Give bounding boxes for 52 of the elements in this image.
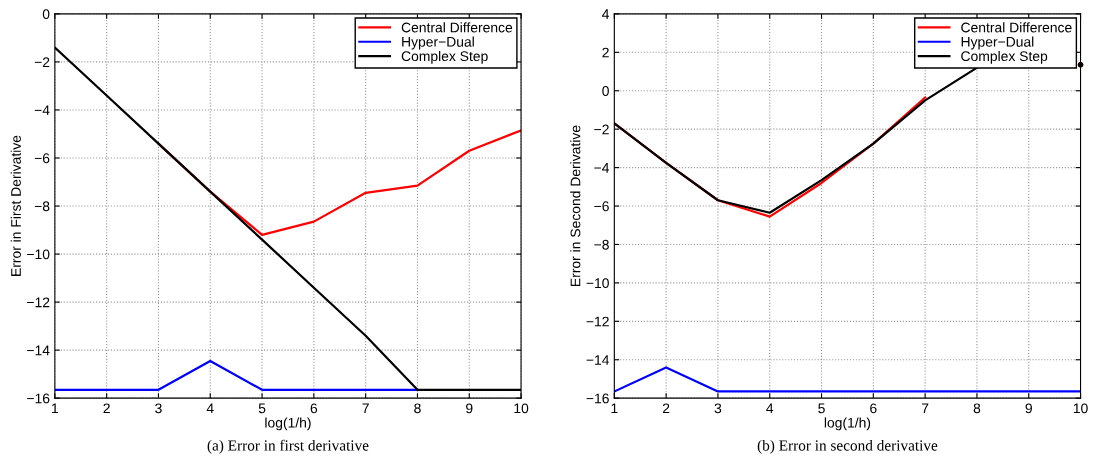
y-tick-label: −8 xyxy=(34,201,50,212)
x-tick-label: 2 xyxy=(662,403,670,414)
y-tick-label: −6 xyxy=(594,201,609,212)
y-tick-label: −10 xyxy=(586,278,609,289)
legend-label: Hyper−Dual xyxy=(402,36,474,50)
y-tick-label: −14 xyxy=(586,355,610,365)
x-tick-label: 7 xyxy=(921,403,929,414)
y-tick-label: −12 xyxy=(27,297,50,308)
y-axis-title: Error in Second Derivative xyxy=(570,125,581,286)
x-tick-label: 4 xyxy=(766,403,774,414)
x-tick-label: 2 xyxy=(103,403,110,414)
y-axis-title: Error in First Derivative xyxy=(10,135,21,276)
text: (b) Error in second derivative xyxy=(757,439,938,454)
y-tick-label: −2 xyxy=(594,124,609,135)
x-tick-label: 5 xyxy=(258,403,266,414)
x-tick-label: 10 xyxy=(1073,403,1088,414)
x-tick-label: 6 xyxy=(870,403,877,414)
x-tick-label: 9 xyxy=(1025,403,1032,414)
y-tick-label: 2 xyxy=(602,47,609,58)
text: (a) Error in first derivative xyxy=(207,439,369,454)
legend-label: Central Difference xyxy=(401,22,513,33)
x-tick-label: 3 xyxy=(155,403,162,414)
y-tick-label: −4 xyxy=(594,163,610,173)
y-tick-label: 0 xyxy=(42,9,50,20)
y-tick-label: −14 xyxy=(27,345,50,356)
y-tick-label: −8 xyxy=(594,239,609,250)
x-axis-title: log(1/h) xyxy=(824,417,871,431)
y-tick-label: −4 xyxy=(34,105,50,115)
x-tick-label: 1 xyxy=(52,403,59,414)
y-tick-label: −16 xyxy=(27,393,50,404)
x-tick-label: 9 xyxy=(466,403,473,414)
y-tick-label: −6 xyxy=(34,153,50,164)
y-tick-label: −10 xyxy=(27,249,50,260)
x-tick-label: 1 xyxy=(611,403,618,414)
x-tick-label: 4 xyxy=(206,403,214,414)
y-tick-label: −2 xyxy=(34,57,50,67)
x-axis-title: log(1/h) xyxy=(265,417,311,431)
legend-label: Complex Step xyxy=(961,50,1048,64)
y-tick-label: 0 xyxy=(602,86,609,96)
x-tick-label: 5 xyxy=(818,403,825,414)
legend-label: Central Difference xyxy=(961,22,1072,33)
x-tick-label: 6 xyxy=(310,403,318,414)
y-tick-label: 4 xyxy=(602,9,610,19)
x-tick-label: 8 xyxy=(973,403,981,414)
x-tick-label: 3 xyxy=(714,403,722,414)
x-tick-label: 10 xyxy=(514,403,529,414)
y-tick-label: −12 xyxy=(586,316,609,327)
x-tick-label: 7 xyxy=(362,403,369,414)
legend-label: Hyper−Dual xyxy=(961,36,1034,50)
legend-label: Complex Step xyxy=(401,50,488,64)
x-tick-label: 8 xyxy=(414,403,421,414)
y-tick-label: −16 xyxy=(586,393,609,404)
